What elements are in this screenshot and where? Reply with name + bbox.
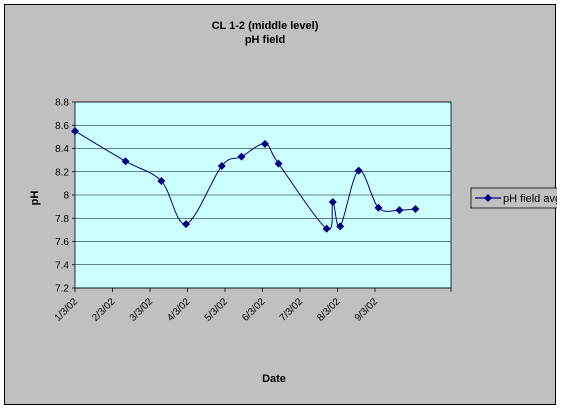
y-tick-label: 7.6 [55,237,69,248]
x-tick-label: 6/3/02 [240,296,268,324]
y-tick-label: 7.4 [55,260,69,271]
data-point [217,161,226,170]
x-axis-title: Date [262,373,286,385]
data-point [182,220,191,229]
series-markers [71,127,420,233]
data-point [322,224,331,233]
x-tick-label: 5/3/02 [203,296,231,324]
legend-label: pH field avg [503,193,557,205]
y-tick-label: 8.2 [55,167,69,178]
data-point [374,203,383,212]
y-tick-label: 8.6 [55,121,69,132]
data-point [328,197,337,206]
x-tick-label: 7/3/02 [278,296,306,324]
data-point [237,152,246,161]
chart-title: CL 1-2 (middle level) [212,20,319,32]
data-point [121,157,130,166]
y-axis-ticks: 7.2 7.4 7.6 7.8 8 8.2 8.4 8.6 8.8 [55,98,75,295]
y-tick-label: 8.8 [55,98,69,109]
legend-marker [484,194,492,202]
x-tick-label: 2/3/02 [90,296,118,324]
y-tick-label: 8 [63,191,69,202]
y-tick-label: 8.4 [55,144,69,155]
chart-subtitle: pH field [245,34,285,46]
line-chart: CL 1-2 (middle level) pH field 7.2 7.4 7.6… [29,20,557,385]
data-point [157,177,166,186]
data-point [260,139,269,148]
data-point [71,127,79,136]
x-tick-label: 1/3/02 [53,296,81,324]
data-point [336,222,345,231]
x-tick-label: 4/3/02 [165,296,193,324]
x-tick-label: 8/3/02 [315,296,343,324]
data-point [411,204,420,213]
x-tick-label: 3/3/02 [128,296,156,324]
data-point [395,206,404,215]
y-axis-title: pH [29,191,41,206]
legend: pH field avg [470,187,557,209]
chart-area: CL 1-2 (middle level) pH field 7.2 7.4 7.6… [4,4,557,405]
data-point [354,166,363,175]
legend-box [470,187,557,209]
gridlines [75,101,451,289]
y-tick-label: 7.2 [55,284,69,295]
data-point [274,159,283,168]
x-tick-label: 9/3/02 [353,296,381,324]
x-axis-ticks: 1/3/02 2/3/02 3/3/02 4/3/02 5/3/02 6/3/02 7/3/… [53,288,452,324]
y-tick-label: 7.8 [55,214,69,225]
